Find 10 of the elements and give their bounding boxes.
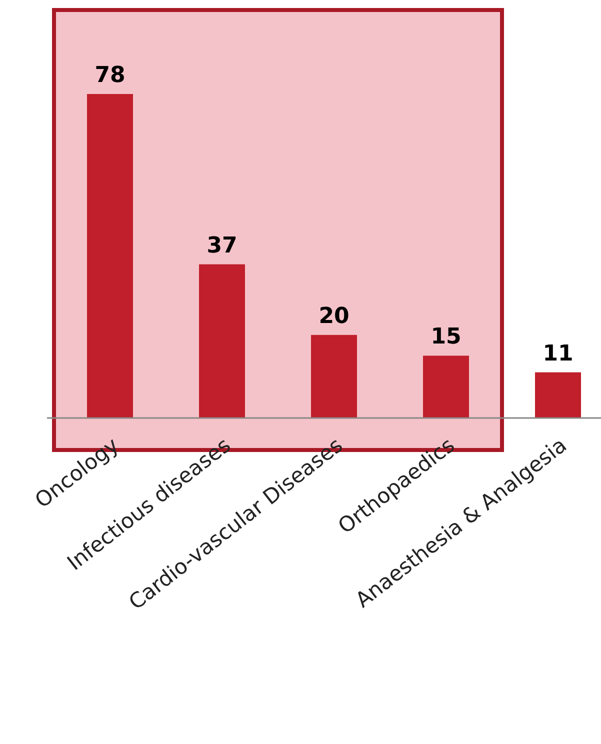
data-label: 20 — [318, 304, 350, 329]
bar — [311, 334, 357, 418]
data-label: 15 — [430, 324, 462, 350]
bar — [535, 372, 581, 418]
bar — [199, 264, 245, 418]
data-label: 11 — [542, 341, 574, 366]
bar — [87, 94, 133, 418]
bar — [423, 356, 469, 418]
data-label: 78 — [94, 63, 126, 88]
data-label: 37 — [206, 233, 238, 258]
